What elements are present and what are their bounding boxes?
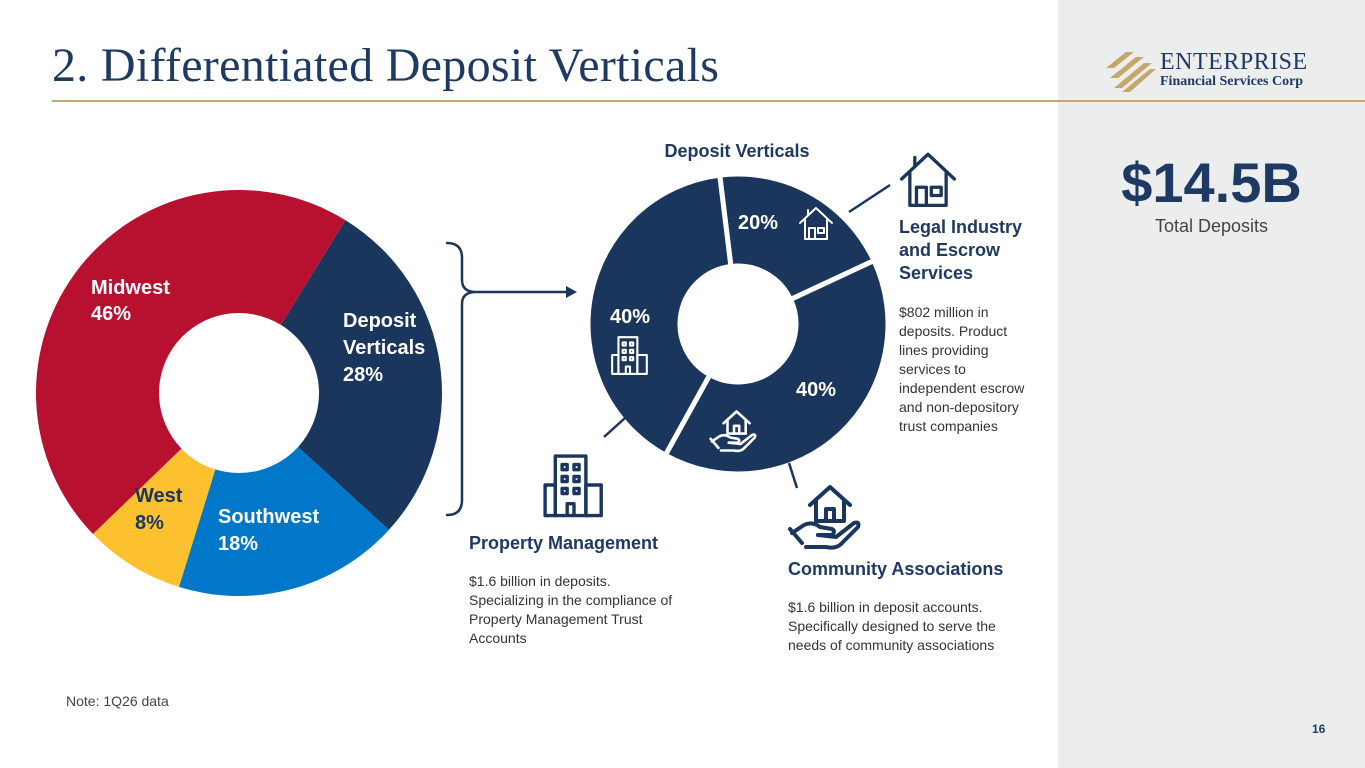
slice-label-midwest: Midwest 46% [91,277,175,325]
vertical-name-line: Services [899,263,974,283]
description-line: Specifically designed to serve the [788,618,996,634]
logo-subtitle: Financial Services Corp [1160,74,1304,89]
description-line: Specializing in the compliance of [469,592,673,608]
logo-name: ENTERPRISE [1160,49,1308,75]
slice-label-deposit-verticals: Deposit Verticals 28% [343,310,431,386]
vertical-description: $1.6 billion in deposit accounts. Specif… [788,598,1003,655]
verticals-donut [585,171,891,477]
page-title: 2. Differentiated Deposit Verticals [52,39,720,92]
description-line: needs of community associations [788,637,995,653]
connector-arrowhead [566,286,577,298]
slice-label-southwest: Southwest 18% [218,506,325,555]
slice-label-property-management: 40% [610,306,650,328]
slice-label-community-associations: 40% [796,379,836,401]
page-number: 16 [1312,722,1326,736]
building-icon [543,454,604,518]
community-associations-block: Community Associations $1.6 billion in d… [788,558,1003,655]
deposit-verticals-title: Deposit Verticals [664,141,809,161]
hand-house-icon [788,485,861,550]
vertical-name-line: Legal Industry [899,217,1023,237]
company-logo: ENTERPRISE Financial Services Corp [1106,48,1321,96]
slice-southwest [178,446,389,596]
leader-line-community [787,462,799,489]
slice-label-legal-escrow: 20% [738,212,778,234]
slice-community-associations [661,257,891,477]
vertical-name: Legal Industry and Escrow Services [899,216,1024,285]
total-deposits-label: Total Deposits [1154,216,1269,236]
slice-west [92,448,216,587]
vertical-name-line: and Escrow [899,240,1001,260]
leader-line-legal [848,183,891,214]
title-rule [52,100,1365,102]
total-deposits-value: $14.5B [1121,151,1302,214]
brace-connector [445,241,477,517]
description-line: lines providing [899,342,989,358]
description-line: trust companies [899,418,998,434]
vertical-description: $802 million in deposits. Product lines … [899,303,1024,436]
description-line: $1.6 billion in deposits. [469,573,611,589]
property-management-block: Property Management $1.6 billion in depo… [469,532,672,648]
footnote: Note: 1Q26 data [66,693,169,709]
vertical-description: $1.6 billion in deposits. Specializing i… [469,572,672,648]
vertical-name: Property Management [469,533,659,553]
slice-deposit-verticals [280,220,442,530]
sidebar-panel [1058,0,1365,768]
description-line: $1.6 billion in deposit accounts. [788,599,983,615]
vertical-name: Community Associations [788,559,1004,579]
leader-line-property [603,417,626,438]
slice-legal-escrow [716,171,878,303]
house-icon [899,152,957,208]
slice-midwest [36,190,346,535]
description-line: Property Management Trust [469,611,643,627]
description-line: services to [899,361,966,377]
legal-escrow-block: Legal Industry and Escrow Services $802 … [899,216,1024,436]
slice-property-management [585,172,734,459]
regional-donut [36,190,442,596]
description-line: and non-depository [899,399,1019,415]
description-line: deposits. Product [899,323,1008,339]
description-line: $802 million in [899,304,989,320]
logo-mark-icon [1106,52,1156,92]
description-line: Accounts [469,630,527,646]
slice-label-west: West 8% [135,485,188,534]
description-line: independent escrow [899,380,1025,396]
